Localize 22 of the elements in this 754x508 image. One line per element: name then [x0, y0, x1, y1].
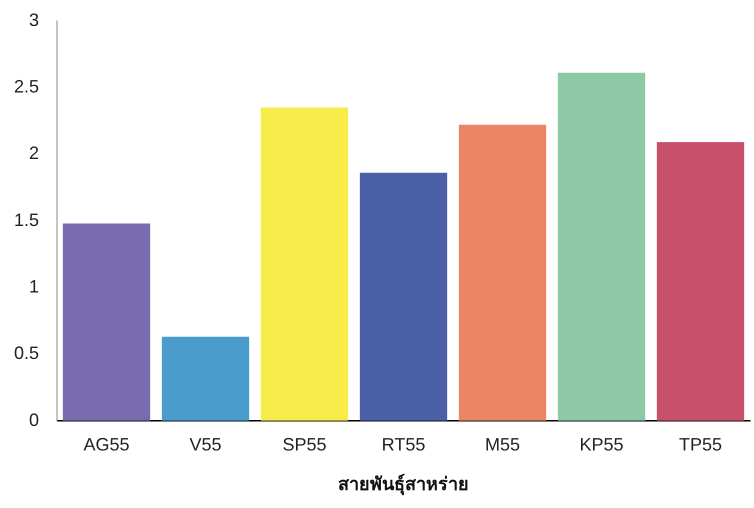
y-tick-label: 1.5: [14, 210, 40, 230]
y-tick-label: 0: [29, 410, 40, 430]
x-tick-label: V55: [190, 434, 222, 455]
bar: [458, 124, 546, 421]
y-tick-label: 2: [29, 143, 40, 164]
bar: [162, 336, 250, 421]
x-tick-label: TP55: [678, 434, 722, 455]
x-tick-label: SP55: [282, 434, 327, 455]
x-tick-label: AG55: [84, 434, 130, 455]
bar: [558, 72, 646, 421]
x-tick-label: KP55: [579, 434, 624, 455]
bar: [62, 223, 150, 421]
x-axis-title: สายพันธุ์สาหร่าย: [338, 473, 470, 496]
x-tick-label: M55: [485, 434, 520, 455]
x-tick-label: RT55: [382, 434, 426, 455]
bar: [360, 172, 448, 421]
bar: [656, 142, 744, 421]
y-tick-label: 2.5: [14, 76, 40, 96]
y-tick-label: 1: [29, 276, 40, 296]
bar: [260, 107, 348, 421]
y-tick-label: 0.5: [14, 343, 40, 364]
y-tick-label: 3: [29, 10, 40, 30]
